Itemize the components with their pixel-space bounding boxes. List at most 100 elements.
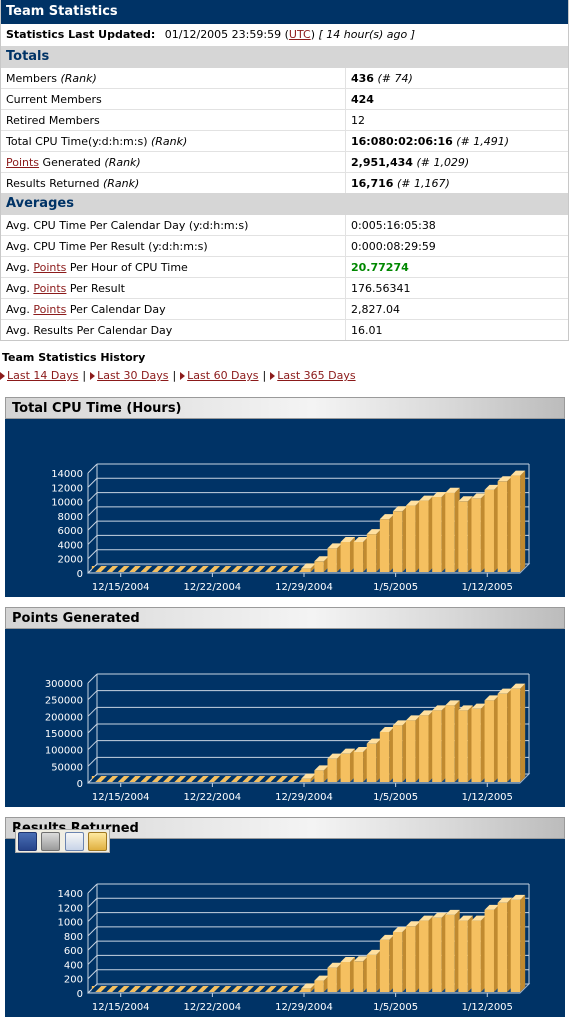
- bar-front: [445, 705, 455, 782]
- y-tick-label: 10000: [51, 498, 83, 509]
- bar-stripe: [248, 566, 264, 572]
- bar: [419, 915, 434, 992]
- bar: [183, 776, 198, 782]
- members-label: Members: [6, 71, 57, 85]
- bar-top: [314, 556, 329, 562]
- bar: [235, 566, 251, 572]
- bar-top: [314, 975, 329, 981]
- table-row: Avg. CPU Time Per Calendar Day (y:d:h:m:…: [1, 215, 568, 236]
- avg-results-day-value: 16.01: [345, 319, 568, 340]
- points-link[interactable]: Points: [33, 260, 67, 274]
- utc-link[interactable]: UTC: [288, 28, 311, 41]
- bar: [118, 566, 133, 572]
- avg-cpu-day-value: 0:005:16:05:38: [345, 215, 568, 236]
- last-14-days-link[interactable]: Last 14 Days: [7, 369, 79, 382]
- y-tick-label: 50000: [51, 762, 83, 773]
- bar: [118, 776, 133, 782]
- points-link[interactable]: Points: [6, 155, 40, 169]
- bar-top: [340, 957, 355, 962]
- bar: [445, 487, 460, 572]
- avg-cpu-result-value: 0:000:08:29:59: [345, 235, 568, 257]
- avg-points-hour-value: 20.77274: [351, 260, 409, 274]
- cpu-rank: (# 1,491): [456, 134, 510, 148]
- bar: [275, 566, 290, 572]
- bar-top: [471, 493, 486, 499]
- bar: [131, 986, 146, 992]
- x-tick-label: 12/22/2004: [184, 582, 242, 593]
- bar-front: [406, 720, 416, 782]
- bar-stripe: [235, 776, 251, 782]
- table-row: Members (Rank) 436 (# 74): [1, 68, 568, 89]
- bar-stripe: [157, 986, 172, 992]
- bar-stripe: [144, 986, 159, 992]
- bar-front: [327, 967, 337, 992]
- chart-body: 0 2000 4000 6000 8000 10000 12000 14000 12/15/20…: [5, 419, 565, 597]
- last-365-days-link[interactable]: Last 365 Days: [277, 369, 356, 382]
- results-chart: 0 200 400 600 800 1000 1200 1400 12/15/2004 12/22…: [58, 883, 531, 1013]
- current-members-label: Current Members: [1, 88, 346, 110]
- avg-points-day-label: Avg. Points Per Calendar Day: [1, 298, 346, 320]
- bar: [144, 566, 159, 572]
- folder-icon[interactable]: [87, 831, 107, 851]
- bar-top: [379, 934, 395, 940]
- bar-front: [392, 725, 403, 782]
- points-link[interactable]: Points: [33, 302, 67, 316]
- bar: [379, 727, 395, 782]
- bar-front: [471, 498, 481, 572]
- y-tick-label: 14000: [51, 469, 83, 480]
- bar-side: [520, 470, 526, 572]
- bar-front: [432, 497, 442, 572]
- bar: [275, 776, 290, 782]
- bar-front: [458, 920, 468, 992]
- points-rank-note: (Rank): [104, 155, 141, 169]
- bar-top: [366, 529, 382, 535]
- bar-stripe: [288, 986, 303, 992]
- bar-stripe: [222, 986, 238, 992]
- x-tick-label: 1/12/2005: [462, 1002, 513, 1013]
- x-tick-label: 1/5/2005: [373, 1002, 418, 1013]
- bar: [248, 986, 264, 992]
- bar: [353, 537, 369, 572]
- x-tick-label: 1/5/2005: [373, 792, 418, 803]
- y-tick-label: 1000: [58, 918, 83, 929]
- y-tick-label: 0: [77, 989, 83, 1000]
- save-icon[interactable]: [18, 831, 38, 851]
- bar: [170, 566, 185, 572]
- bar-top: [484, 484, 499, 490]
- gridline-side: [87, 912, 98, 922]
- link-separator: |: [172, 369, 177, 382]
- bar: [222, 776, 238, 782]
- points-link[interactable]: Points: [33, 281, 67, 295]
- bar: [209, 986, 225, 992]
- utc-close-paren: ): [310, 28, 315, 41]
- results-rank: (# 1,167): [396, 176, 450, 190]
- gridline-side: [87, 549, 98, 560]
- last-60-days-link[interactable]: Last 60 Days: [187, 369, 259, 382]
- bar-stripe: [104, 566, 120, 572]
- bar: [366, 529, 382, 572]
- bar-stripe: [275, 986, 290, 992]
- bar-stripe: [262, 986, 277, 992]
- bar: [144, 776, 159, 782]
- gridline-side: [87, 706, 98, 717]
- print-icon[interactable]: [41, 831, 61, 851]
- gridline-side: [87, 897, 98, 908]
- bar: [406, 921, 421, 992]
- bar: [157, 566, 172, 572]
- email-icon[interactable]: [64, 831, 84, 851]
- y-tick-label: 4000: [58, 540, 83, 551]
- bar: [275, 986, 290, 992]
- bar-front: [406, 505, 416, 572]
- bar-top: [366, 738, 382, 744]
- bar-stripe: [91, 776, 107, 782]
- bar: [196, 986, 211, 992]
- bar-stripe: [196, 986, 211, 992]
- bar-top: [458, 705, 473, 711]
- bar-stripe: [144, 776, 159, 782]
- bar: [379, 514, 395, 572]
- results-value: 16,716: [351, 176, 394, 190]
- last-30-days-link[interactable]: Last 30 Days: [97, 369, 169, 382]
- bar-stripe: [118, 776, 133, 782]
- y-tick-label: 250000: [45, 696, 83, 707]
- bar-front: [379, 939, 390, 992]
